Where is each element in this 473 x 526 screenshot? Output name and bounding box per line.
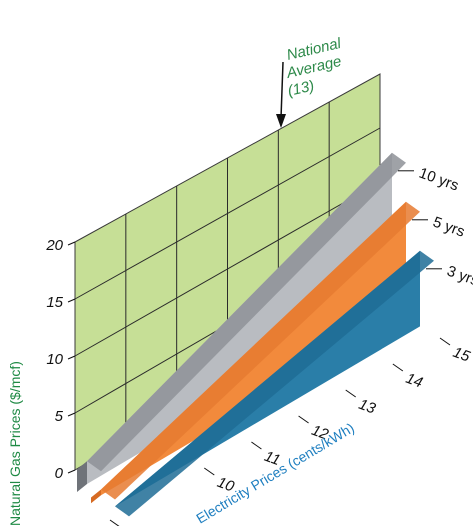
y-axis-title: Natural Gas Prices ($/mcf)	[7, 361, 23, 526]
y-tick-label: 5	[55, 408, 64, 425]
grid-horizontal-line	[74, 127, 381, 300]
y-tick-mark	[67, 298, 76, 303]
y-tick-label: 0	[55, 465, 64, 482]
y-tick-mark	[67, 469, 76, 474]
series-label-2: 5 yrs	[431, 214, 467, 241]
x-tick-label: 14	[403, 370, 424, 392]
annotation-arrow-head	[276, 114, 286, 128]
series-band-top-2	[101, 201, 420, 500]
series-band-top-3	[115, 250, 434, 517]
x-tick-mark	[345, 389, 357, 398]
y-tick-label: 15	[46, 294, 63, 311]
x-tick-mark	[298, 415, 309, 424]
series-band-side-2	[91, 489, 101, 504]
y-tick-label: 20	[45, 237, 63, 254]
x-tick-label: 12	[309, 422, 331, 444]
x-tick-label: 13	[356, 396, 378, 418]
y-tick-label: 10	[46, 351, 63, 368]
x-tick-mark	[251, 441, 262, 450]
x-tick-mark	[109, 519, 120, 526]
x-tick-mark	[392, 363, 404, 372]
series-band-side-3	[105, 506, 115, 515]
x-axis-ticks: 8101112131415	[109, 337, 473, 526]
y-tick-mark	[67, 412, 76, 417]
series-band-top-1	[87, 152, 406, 472]
x-tick-label: 11	[262, 448, 282, 469]
x-tick-label: 15	[451, 344, 473, 366]
annotation-line-3: (13)	[286, 77, 316, 100]
grid-horizontal-line	[74, 181, 381, 357]
x-tick-mark	[203, 467, 215, 476]
series-label-1: 10 yrs	[417, 165, 461, 195]
x-tick-label: 10	[215, 474, 237, 496]
annotation-arrow-line	[280, 61, 284, 119]
y-axis-ticks: 0 5 10 15 20	[45, 237, 76, 482]
y-tick-mark	[67, 241, 76, 246]
x-tick-mark	[439, 337, 451, 346]
series-label-3: 3 yrs	[445, 263, 473, 290]
series-bands	[77, 152, 434, 517]
series-band-side-1	[77, 461, 87, 492]
y-tick-mark	[67, 355, 76, 360]
national-average-annotation: National Average (13)	[276, 35, 343, 128]
